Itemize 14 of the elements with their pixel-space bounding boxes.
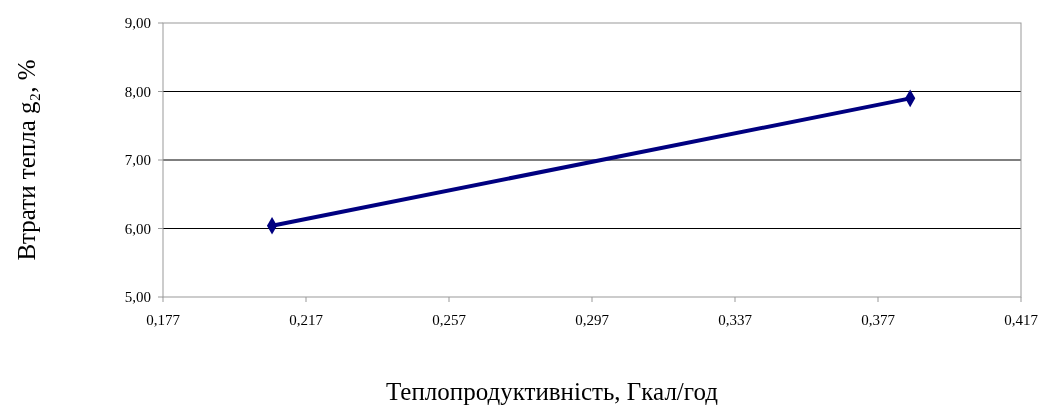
y-tick-label: 5,00	[124, 289, 151, 306]
x-tick-label: 0,337	[718, 312, 753, 328]
x-tick-label: 0,177	[146, 312, 181, 328]
y-tick-label: 9,00	[124, 15, 151, 32]
x-axis-title: Теплопродуктивність, Гкал/год	[386, 378, 719, 405]
y-tick-label: 7,00	[124, 152, 151, 169]
x-tick-label: 0,257	[432, 312, 467, 328]
x-tick-label: 0,417	[1004, 312, 1039, 328]
y-axis-title: Втрати тепла g₂, %	[13, 59, 40, 261]
x-tick-label: 0,377	[861, 312, 896, 328]
y-tick-label: 6,00	[124, 220, 151, 237]
x-tick-label: 0,297	[575, 312, 610, 328]
x-tick-label: 0,217	[289, 312, 324, 328]
y-tick-label: 8,00	[124, 83, 151, 100]
